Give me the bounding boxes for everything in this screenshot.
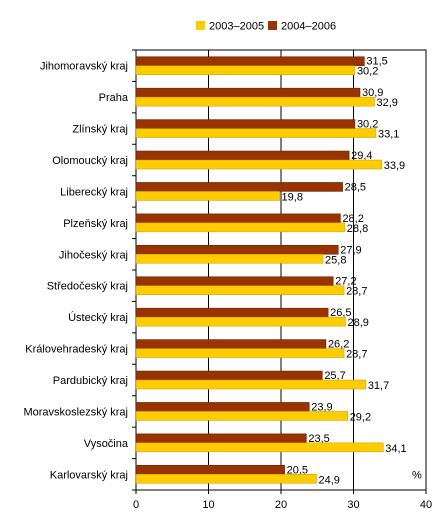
legend-swatch <box>196 21 205 30</box>
category-label: Jihočeský kraj <box>59 249 128 261</box>
value-label-2003-2005: 28,8 <box>347 223 368 235</box>
category-label: Plzeňský kraj <box>63 218 128 230</box>
bar-2004-2006 <box>135 307 329 318</box>
bar-2003-2005 <box>135 159 383 170</box>
bar-2003-2005 <box>135 285 345 295</box>
category-label: Pardubický kraj <box>53 375 128 387</box>
bar-2004-2006 <box>135 465 285 475</box>
value-label-2004-2006: 23,9 <box>311 401 332 413</box>
bar-2003-2005 <box>135 411 348 421</box>
value-label-2004-2006: 29,4 <box>351 150 372 162</box>
bar-2003-2005 <box>135 65 356 75</box>
value-label-2004-2006: 26,2 <box>328 339 349 351</box>
bar-2003-2005 <box>135 348 345 358</box>
bar-2003-2005 <box>135 222 346 233</box>
category-label: Královehradeský kraj <box>25 344 128 356</box>
value-label-2004-2006: 30,9 <box>362 87 383 99</box>
bar-2004-2006 <box>135 119 356 129</box>
value-label-2003-2005: 31,7 <box>368 380 389 392</box>
bar-2004-2006 <box>135 87 361 98</box>
x-tick-label: 10 <box>202 499 214 511</box>
value-label-2003-2005: 29,2 <box>350 411 371 423</box>
category-label: Karlovarský kraj <box>50 469 128 481</box>
value-label-2003-2005: 28,7 <box>346 349 367 361</box>
category-label: Olomoucký kraj <box>52 155 128 167</box>
value-label-2003-2005: 28,7 <box>346 286 367 298</box>
bar-2003-2005 <box>135 316 346 327</box>
value-label-2004-2006: 31,5 <box>366 56 387 68</box>
value-label-2003-2005: 19,8 <box>282 191 303 203</box>
bar-2003-2005 <box>135 379 367 390</box>
legend-swatch <box>268 21 277 30</box>
value-label-2004-2006: 23,5 <box>308 433 329 445</box>
category-label: Liberecký kraj <box>60 186 128 198</box>
category-label: Ústecký kraj <box>68 311 128 324</box>
bar-2004-2006 <box>135 433 307 444</box>
bar-2003-2005 <box>135 191 280 201</box>
value-label-2004-2006: 26,5 <box>330 307 351 319</box>
category-label: Vysočina <box>84 438 129 450</box>
value-label-2003-2005: 28,9 <box>348 317 369 329</box>
value-label-2003-2005: 24,9 <box>319 474 340 486</box>
bar-2003-2005 <box>135 474 317 484</box>
value-label-2003-2005: 34,1 <box>385 443 406 455</box>
value-label-2003-2005: 30,2 <box>357 66 378 78</box>
value-label-2004-2006: 25,7 <box>324 370 345 382</box>
bar-2004-2006 <box>135 402 310 412</box>
bar-2003-2005 <box>135 254 324 264</box>
x-tick-label: 20 <box>275 499 287 511</box>
x-tick-label: 40 <box>420 499 432 511</box>
bar-2004-2006 <box>135 213 341 224</box>
value-label-2003-2005: 32,9 <box>377 97 398 109</box>
value-label-2004-2006: 20,5 <box>287 464 308 476</box>
category-label: Moravskoslezský kraj <box>23 406 128 418</box>
bar-2003-2005 <box>135 128 377 138</box>
bar-2004-2006 <box>135 370 323 381</box>
bar-2004-2006 <box>135 56 365 66</box>
bar-2004-2006 <box>135 339 327 349</box>
bar-2004-2006 <box>135 276 334 286</box>
value-label-2004-2006: 27,2 <box>335 276 356 288</box>
bar-2003-2005 <box>135 96 375 107</box>
x-tick-label: 30 <box>347 499 359 511</box>
category-label: Zlínský kraj <box>72 124 128 136</box>
bar-2004-2006 <box>135 182 343 192</box>
value-label-2003-2005: 25,8 <box>325 254 346 266</box>
value-label-2004-2006: 30,2 <box>357 119 378 131</box>
value-label-2004-2006: 28,5 <box>345 181 366 193</box>
value-label-2003-2005: 33,1 <box>378 129 399 141</box>
category-label: Praha <box>99 92 129 104</box>
category-label: Jihomoravský kraj <box>40 61 128 73</box>
bar-2003-2005 <box>135 442 384 453</box>
bar-2004-2006 <box>135 150 350 161</box>
legend-label: 2004–2006 <box>281 21 336 33</box>
value-label-2004-2006: 28,2 <box>342 213 363 225</box>
legend-label: 2003–2005 <box>209 21 264 33</box>
category-label: Středočeský kraj <box>47 281 128 293</box>
bar-2004-2006 <box>135 245 339 255</box>
x-tick-label: 0 <box>133 499 139 511</box>
unit-label: % <box>412 469 422 481</box>
value-label-2003-2005: 33,9 <box>384 160 405 172</box>
value-label-2004-2006: 27,9 <box>340 244 361 256</box>
